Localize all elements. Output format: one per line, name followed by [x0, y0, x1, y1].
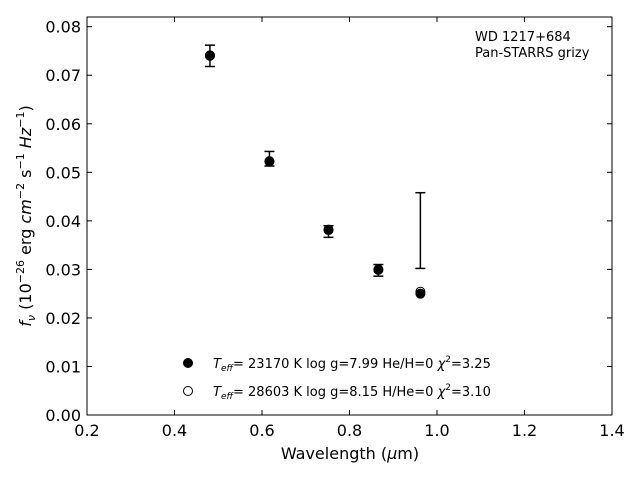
- legend-label-1: Teff= 23170 K log g=7.99 He/H=0 χ2=3.25: [213, 355, 491, 374]
- x-tick-label: 1.0: [424, 421, 449, 440]
- x-tick-label: 0.6: [249, 421, 274, 440]
- y-axis: 0.00 0.01 0.02 0.03 0.04 0.05 0.06 0.07 0.08: [45, 18, 612, 425]
- annotation-line-1: WD 1217+684: [475, 30, 571, 45]
- y-tick-label: 0.03: [45, 260, 81, 279]
- x-tick-label: 0.2: [74, 421, 99, 440]
- legend: Teff= 23170 K log g=7.99 He/H=0 χ2=3.25 …: [183, 355, 491, 402]
- model-point-filled: [204, 50, 215, 61]
- x-tick-label: 1.4: [599, 421, 624, 440]
- plot-frame: [86, 16, 613, 416]
- model-point-filled: [264, 156, 275, 167]
- observed-error-bar: [415, 191, 426, 270]
- y-tick-label: 0.04: [45, 212, 81, 231]
- x-axis-title: Wavelength (μm): [281, 444, 419, 463]
- x-tick-label: 0.4: [162, 421, 187, 440]
- legend-label-2: Teff= 28603 K log g=8.15 H/He=0 χ2=3.10: [213, 383, 491, 402]
- model-point-filled: [415, 288, 426, 299]
- y-tick-label: 0.02: [45, 309, 81, 328]
- y-axis-title: fν (10−26 erg cm−2 s−1 Hz−1): [14, 105, 38, 326]
- legend-marker-filled: [183, 358, 193, 368]
- data-markers: [204, 50, 426, 299]
- annotation-line-2: Pan-STARRS grizy: [475, 46, 590, 61]
- x-tick-label: 1.2: [512, 421, 537, 440]
- y-tick-label: 0.08: [45, 18, 81, 37]
- error-bars: [204, 44, 426, 277]
- y-tick-label: 0.01: [45, 357, 81, 376]
- y-tick-label: 0.05: [45, 163, 81, 182]
- y-tick-label: 0.06: [45, 115, 81, 134]
- model-point-filled: [373, 264, 384, 275]
- x-axis: 0.2 0.4 0.6 0.8 1.0 1.2 1.4: [74, 17, 625, 440]
- x-tick-label: 0.8: [337, 421, 362, 440]
- legend-marker-open: [183, 386, 193, 396]
- model-point-filled: [323, 225, 334, 236]
- y-tick-label: 0.07: [45, 66, 81, 85]
- y-tick-label: 0.00: [45, 406, 81, 425]
